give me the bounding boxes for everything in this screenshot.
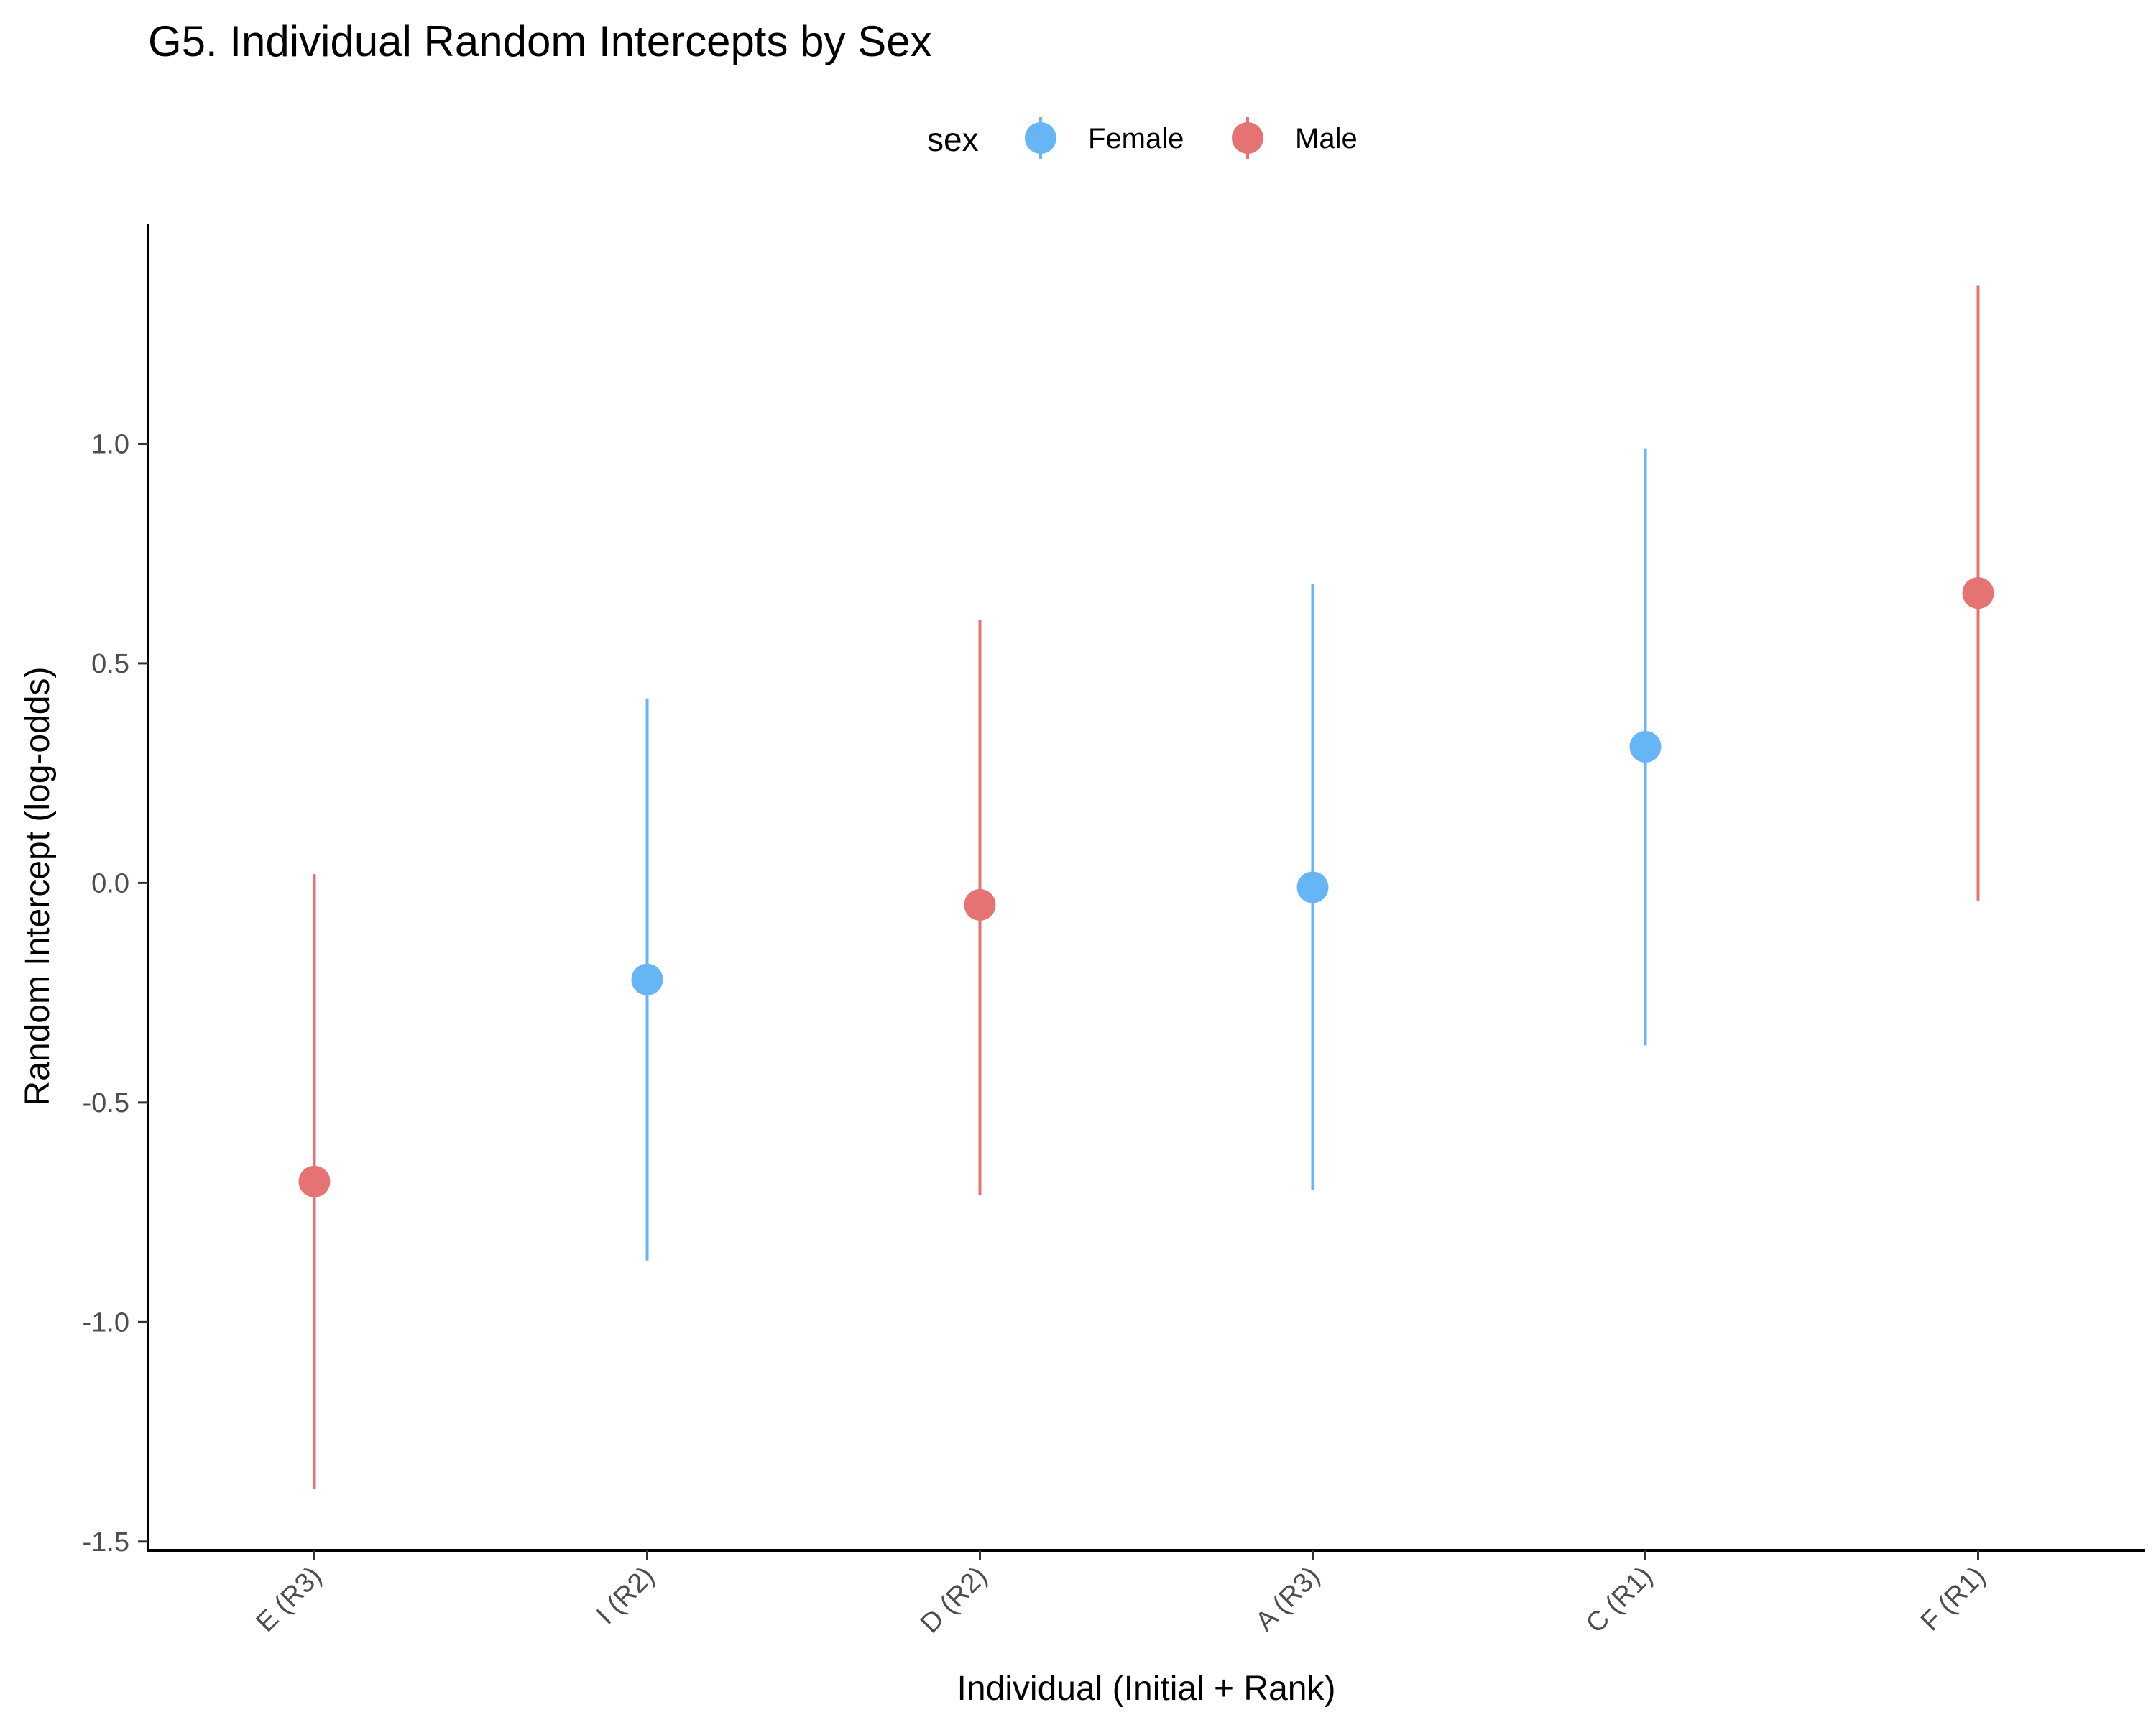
point-group-c-r1 [1629,448,1662,1046]
legend-key-point [1232,122,1263,154]
y-tick-label: 0.0 [91,868,129,898]
point-group-e-r3 [298,874,331,1489]
legend-item-male: Male [1232,117,1358,159]
y-tick-label: -1.0 [83,1307,129,1338]
data-point-a-r3 [1296,871,1329,903]
x-tick-label: C (R1) [1580,1561,1659,1639]
x-tick-label: F (R1) [1915,1561,1991,1637]
chart-title: G5. Individual Random Intercepts by Sex [148,17,932,65]
legend-title: sex [927,121,979,158]
legend-key-point [1025,122,1056,154]
legend: sex Female Male [927,117,1358,159]
x-tick-label: D (R2) [915,1561,993,1639]
point-group-d-r2 [964,619,996,1195]
data-point-i-r2 [631,963,663,995]
data-point-f-r1 [1962,577,1994,610]
y-tick-label: 1.0 [91,429,129,459]
legend-label: Female [1088,123,1184,155]
legend-item-female: Female [1025,117,1184,159]
x-tick-label: A (R3) [1250,1561,1326,1637]
x-tick-label: I (R2) [591,1561,660,1631]
data-point-e-r3 [298,1165,331,1197]
legend-label: Male [1295,123,1358,155]
data-point-c-r1 [1629,731,1662,763]
x-axis-title: Individual (Initial + Rank) [957,1670,1336,1708]
y-tick-label: -1.5 [83,1527,129,1558]
point-group-f-r1 [1962,285,1994,901]
x-tick-label: E (R3) [251,1561,328,1638]
point-group-i-r2 [631,698,663,1261]
point-group-a-r3 [1296,584,1329,1191]
y-tick-label: -0.5 [83,1088,129,1118]
y-axis-title: Random Intercept (log-odds) [19,667,57,1106]
y-tick-label: 0.5 [91,649,129,679]
plot-area: -1.5 -1.0 -0.5 0.0 0.5 1.0 E (R3) I (R2) D (R2)… [83,224,2145,1639]
data-point-d-r2 [964,888,996,921]
